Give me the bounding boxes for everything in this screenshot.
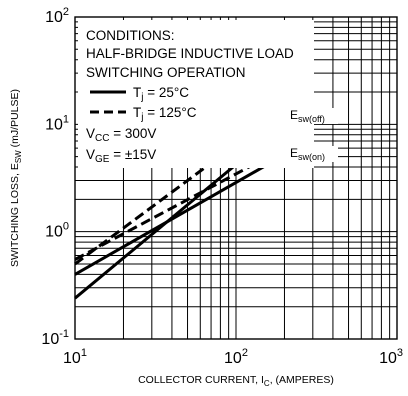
- x-tick-label-base: 10: [224, 350, 242, 367]
- legend-solid-suffix: = 25°C: [143, 85, 189, 100]
- legend-solid-sub: j: [140, 92, 143, 103]
- annotation-background: [78, 20, 314, 168]
- conditions-title: CONDITIONS:: [86, 28, 175, 43]
- y-tick-label-exp: 1: [63, 113, 69, 125]
- label-off-sub: sw(off): [298, 114, 325, 124]
- vge-main: V: [86, 147, 95, 162]
- vcc-suffix: = 300V: [109, 126, 156, 141]
- vge-suffix: = ±15V: [109, 147, 156, 162]
- legend-dashed-main: T: [133, 105, 141, 120]
- y-tick-label: 102: [45, 6, 69, 26]
- vge-sub: GE: [95, 154, 110, 165]
- x-tick-label: 101: [63, 347, 87, 367]
- y-tick-label-base: 10: [45, 224, 63, 241]
- x-title-suffix: , (AMPERES): [270, 374, 334, 386]
- x-tick-label: 102: [224, 347, 248, 367]
- y-axis-title: SWITCHING LOSS, ESW (mJ/PULSE): [9, 89, 23, 267]
- off-label-background: [288, 108, 338, 124]
- label-off-main: E: [290, 108, 298, 122]
- x-tick-label: 103: [379, 347, 403, 367]
- x-title-main: COLLECTOR CURRENT, I: [138, 374, 264, 386]
- label-e-sw-off: Esw(off): [290, 108, 325, 124]
- legend-solid-main: T: [133, 85, 141, 100]
- conditions-annotation: CONDITIONS: HALF-BRIDGE INDUCTIVE LOAD S…: [78, 20, 314, 168]
- y-tick-label-base: 10: [45, 9, 63, 26]
- vcc-condition: VCC = 300V: [86, 126, 156, 144]
- y-title-main: SWITCHING LOSS, E: [9, 163, 21, 267]
- y-tick-label-base: 10: [41, 331, 59, 348]
- y-tick-label-exp: -1: [59, 328, 69, 340]
- operation-condition: SWITCHING OPERATION: [86, 65, 246, 80]
- x-tick-label-base: 10: [63, 350, 81, 367]
- label-on-sub: sw(on): [298, 152, 325, 162]
- legend-dashed-label: Tj = 125°C: [133, 105, 197, 123]
- y-tick-label-base: 10: [45, 116, 63, 133]
- label-e-sw-on: Esw(on): [290, 146, 325, 162]
- y-tick-label-exp: 0: [63, 221, 69, 233]
- y-tick-label-exp: 2: [63, 6, 69, 18]
- y-tick-label: 10-1: [41, 328, 69, 348]
- x-tick-label-base: 10: [379, 350, 397, 367]
- vcc-sub: CC: [95, 133, 109, 144]
- y-tick-label: 100: [45, 221, 69, 241]
- on-label-background: [288, 146, 338, 162]
- x-title-sub: C: [264, 379, 270, 388]
- y-tick-label: 101: [45, 113, 69, 133]
- x-tick-label-exp: 3: [397, 347, 403, 359]
- x-tick-label-exp: 1: [81, 347, 87, 359]
- label-on-main: E: [290, 146, 298, 160]
- vge-condition: VGE = ±15V: [86, 147, 156, 165]
- legend-dashed-sub: j: [140, 112, 143, 123]
- legend-dashed-suffix: = 125°C: [143, 105, 196, 120]
- x-axis-title: COLLECTOR CURRENT, IC, (AMPERES): [138, 374, 334, 388]
- y-title-sub: SW: [14, 150, 23, 163]
- plot-frame: [74, 16, 398, 340]
- x-tick-label-exp: 2: [242, 347, 248, 359]
- series-labels: Esw(off) Esw(on): [288, 108, 338, 162]
- load-condition: HALF-BRIDGE INDUCTIVE LOAD: [86, 46, 294, 61]
- vcc-main: V: [86, 126, 95, 141]
- legend-solid-label: Tj = 25°C: [133, 85, 189, 103]
- series-line-e-sw-on--solid: [74, 153, 286, 276]
- y-title-suffix: (mJ/PULSE): [9, 89, 21, 150]
